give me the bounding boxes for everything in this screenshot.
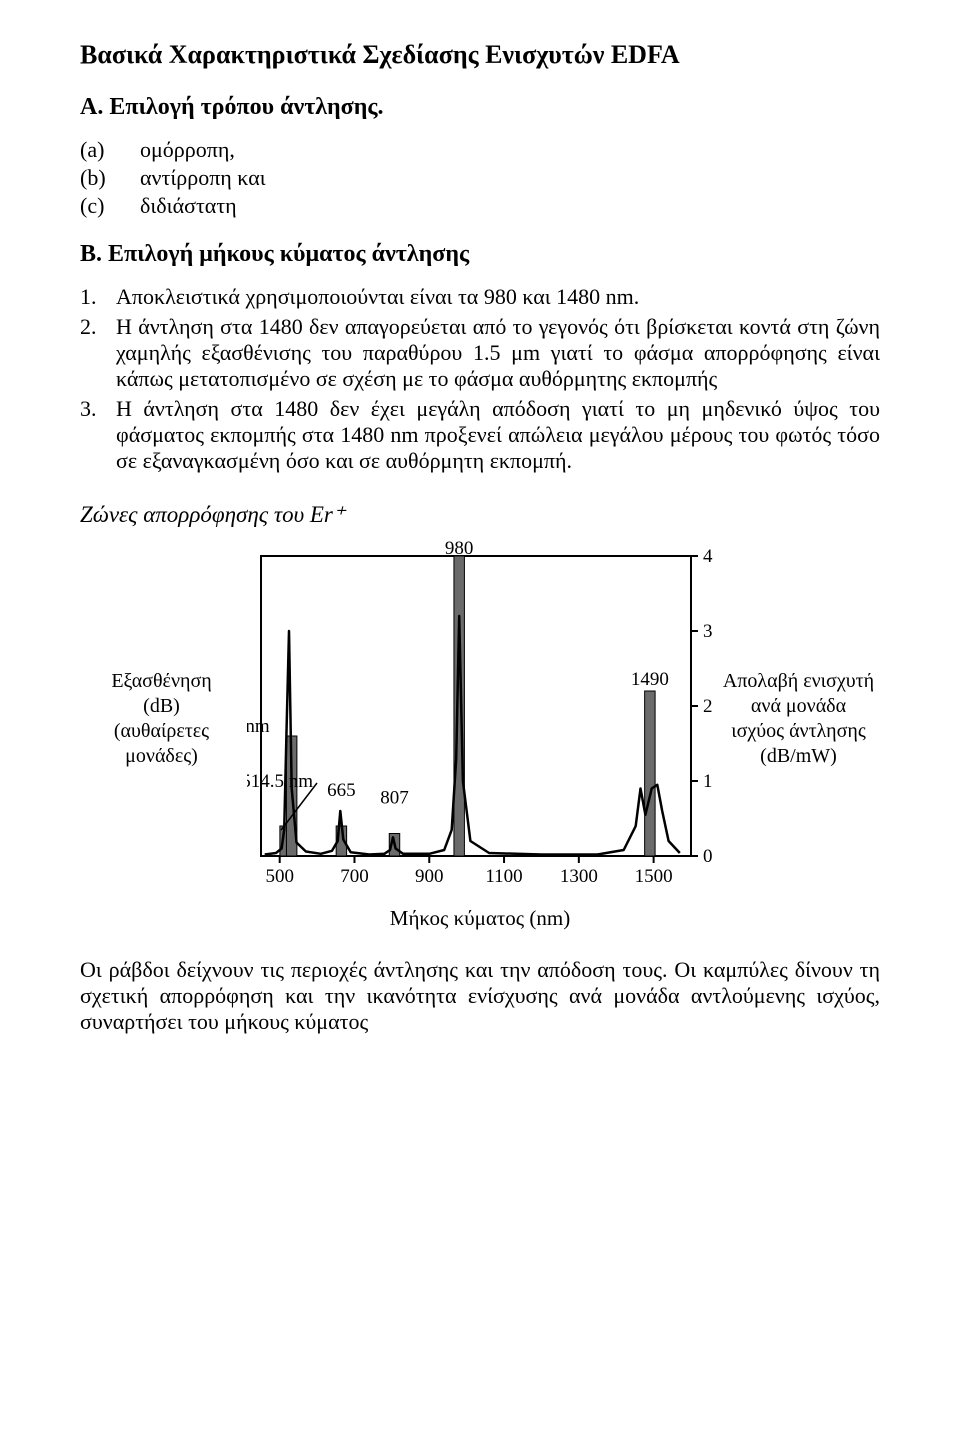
- list-item: (a) ομόρροπη,: [80, 137, 880, 163]
- svg-text:0: 0: [703, 846, 713, 867]
- list-item-text: ομόρροπη,: [140, 137, 235, 163]
- svg-text:532 nm: 532 nm: [247, 716, 270, 737]
- svg-text:2: 2: [703, 696, 713, 717]
- svg-text:500: 500: [265, 866, 294, 887]
- svg-text:1500: 1500: [635, 866, 673, 887]
- ordered-num: 3.: [80, 396, 116, 474]
- list-item: (b) αντίρροπη και: [80, 165, 880, 191]
- ordered-item: 1. Αποκλειστικά χρησιμοποιούνται είναι τ…: [80, 284, 880, 310]
- ordered-num: 2.: [80, 314, 116, 392]
- svg-text:514.5 nm: 514.5 nm: [247, 771, 313, 792]
- ordered-num: 1.: [80, 284, 116, 310]
- ordered-text: Αποκλειστικά χρησιμοποιούνται είναι τα 9…: [116, 284, 880, 310]
- page: Βασικά Χαρακτηριστικά Σχεδίασης Ενισχυτώ…: [0, 0, 960, 1085]
- svg-text:1300: 1300: [560, 866, 598, 887]
- y-axis-right-label: Απολαβή ενισχυτή ανά μονάδα ισχύος άντλη…: [717, 669, 880, 769]
- svg-text:807: 807: [380, 788, 409, 809]
- chart-svg: 500 700 900 1100 1300 1500 0 1 2 3 4 514.5 nm 532 nm…: [247, 538, 713, 900]
- x-axis-label: Μήκος κύματος (nm): [80, 906, 880, 931]
- ordered-item: 3. Η άντληση στα 1480 δεν έχει μεγάλη απ…: [80, 396, 880, 474]
- list-item-label: (c): [80, 193, 140, 219]
- list-item-text: αντίρροπη και: [140, 165, 266, 191]
- svg-text:1: 1: [703, 771, 713, 792]
- y-axis-left-label: Εξασθένηση (dB) (αυθαίρετες μονάδες): [80, 669, 243, 769]
- absorption-chart: Εξασθένηση (dB) (αυθαίρετες μονάδες) 500…: [80, 538, 880, 931]
- svg-text:900: 900: [415, 866, 444, 887]
- italic-subheading: Ζώνες απορρόφησης του Er⁺: [80, 502, 880, 528]
- ordered-item: 2. Η άντληση στα 1480 δεν απαγορεύεται α…: [80, 314, 880, 392]
- page-title: Βασικά Χαρακτηριστικά Σχεδίασης Ενισχυτώ…: [80, 40, 880, 70]
- svg-text:1100: 1100: [485, 866, 522, 887]
- svg-text:1490: 1490: [631, 669, 669, 690]
- section-a-heading: A. Επιλογή τρόπου άντλησης.: [80, 94, 880, 121]
- ordered-text: Η άντληση στα 1480 δεν έχει μεγάλη απόδο…: [116, 396, 880, 474]
- section-a-list: (a) ομόρροπη, (b) αντίρροπη και (c) διδι…: [80, 137, 880, 219]
- section-b-heading: B. Επιλογή μήκους κύματος άντλησης: [80, 241, 880, 268]
- list-item-label: (b): [80, 165, 140, 191]
- svg-text:980: 980: [445, 538, 474, 559]
- figure-caption: Οι ράβδοι δείχνουν τις περιοχές άντλησης…: [80, 957, 880, 1035]
- list-item-label: (a): [80, 137, 140, 163]
- list-item-text: διδιάστατη: [140, 193, 237, 219]
- svg-text:3: 3: [703, 621, 713, 642]
- svg-text:4: 4: [703, 546, 713, 567]
- svg-text:665: 665: [327, 780, 356, 801]
- ordered-text: Η άντληση στα 1480 δεν απαγορεύεται από …: [116, 314, 880, 392]
- svg-text:700: 700: [340, 866, 369, 887]
- list-item: (c) διδιάστατη: [80, 193, 880, 219]
